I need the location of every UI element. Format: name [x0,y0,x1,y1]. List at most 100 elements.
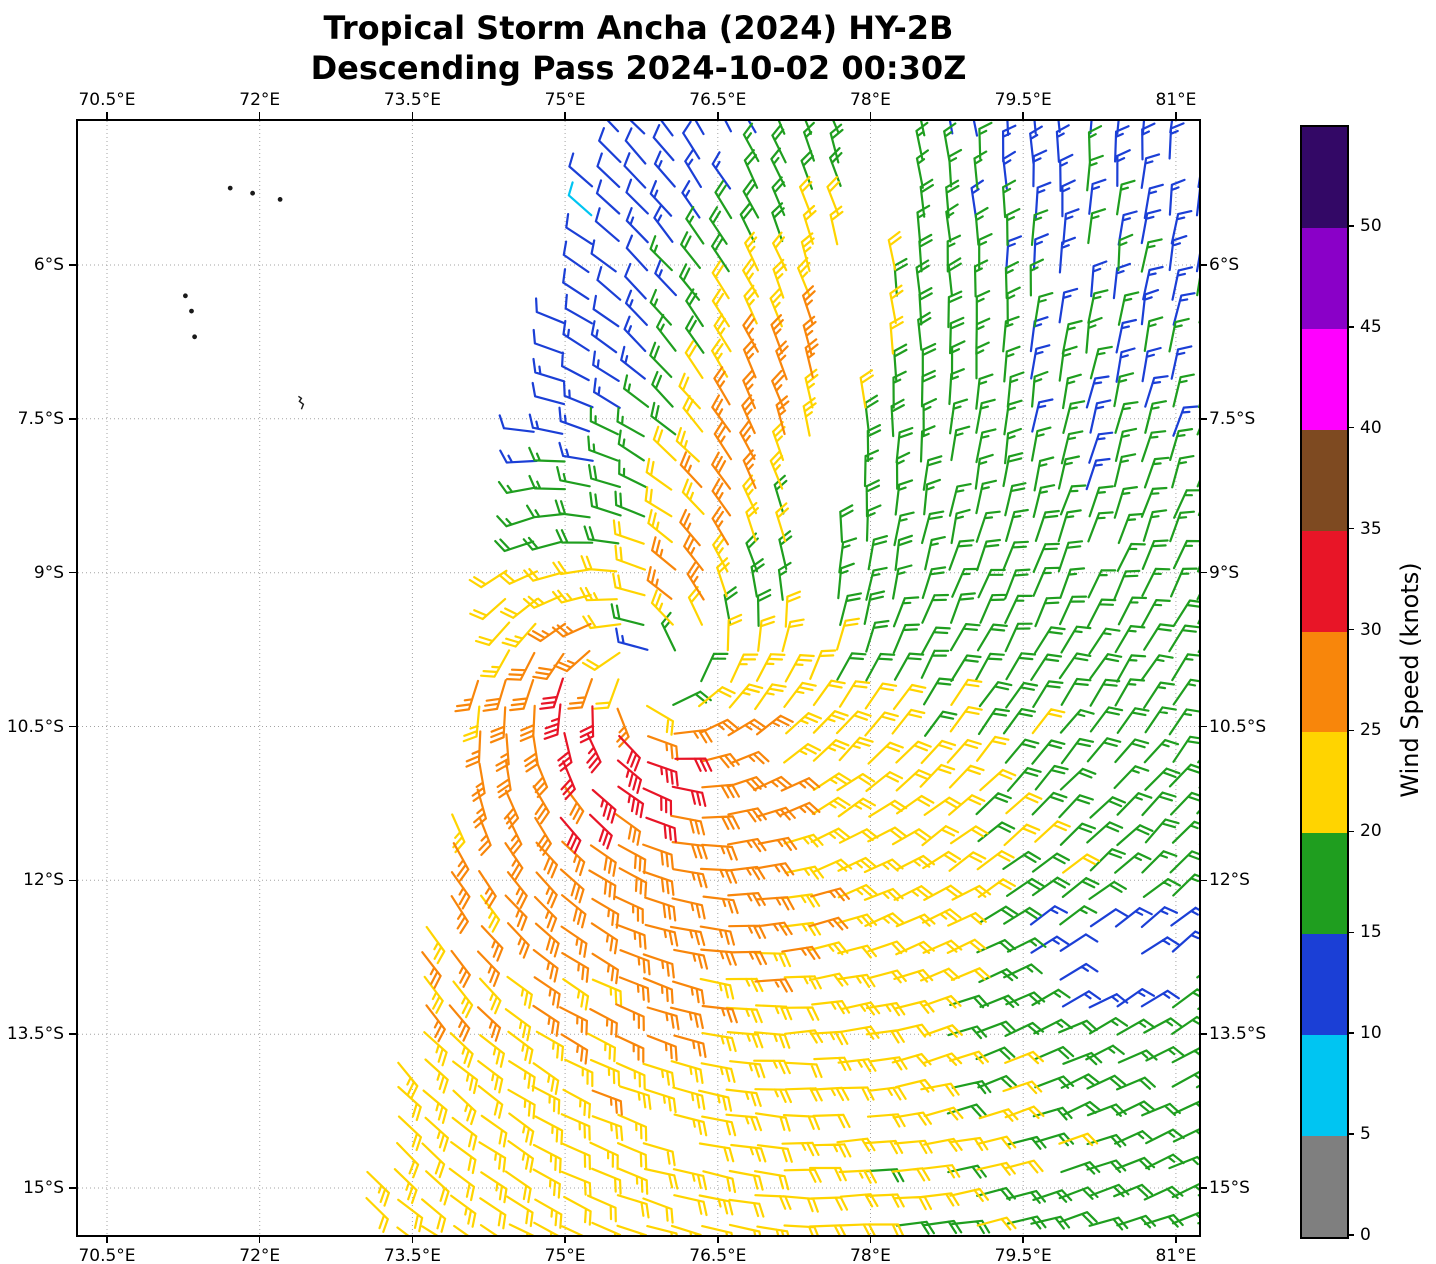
x-tick-bottom [411,1235,414,1243]
x-tick-label-top: 72°E [239,90,281,110]
y-tick-label-right: 6°S [1209,254,1240,275]
colorbar-band-25-30 [1302,631,1347,733]
chart-title-line1: Tropical Storm Ancha (2024) HY-2B [323,9,954,47]
wind-barb-canvas [78,121,1199,1235]
x-tick-top [564,112,566,120]
x-tick-label-bottom: 70.5°E [78,1246,136,1264]
colorbar-tick [1347,1032,1354,1034]
y-tick-label-right: 7.5°S [1209,408,1256,429]
x-tick-label-bottom: 73.5°E [383,1246,441,1264]
colorbar-tick-label: 35 [1360,518,1382,539]
wind-barbs-band-6 [539,677,713,854]
x-tick-label-top: 70.5°E [78,90,136,110]
x-tick-top [1175,112,1177,120]
x-tick-top [258,112,261,120]
wind-barbs-band-2 [498,121,1199,1009]
colorbar-tick-label: 40 [1360,417,1382,438]
colorbar-band-40-45 [1302,328,1347,430]
x-tick-bottom [869,1235,872,1243]
colorbar-axis-label: Wind Speed (knots) [1396,562,1424,798]
colorbar-band-35-40 [1302,429,1347,531]
y-tick-right [1199,879,1207,882]
x-tick-bottom [564,1235,566,1243]
y-tick-label-left: 6°S [33,254,64,275]
x-tick-top [106,112,108,120]
wind-barbs-band-3 [494,121,1199,1235]
colorbar-tick [1347,426,1354,429]
colorbar-tick-label: 30 [1360,619,1382,640]
y-tick-left [69,418,77,420]
colorbar-band-10-15 [1302,933,1347,1036]
y-tick-right [1199,1033,1207,1035]
wind-barbs-band-1 [567,181,593,217]
x-tick-label-bottom: 72°E [239,1246,281,1264]
colorbar-band-5-10 [1302,1034,1347,1137]
x-tick-bottom [717,1235,719,1243]
y-tick-label-right: 15°S [1209,1178,1250,1199]
x-tick-label-bottom: 79.5°E [994,1246,1052,1264]
colorbar-tick-label: 25 [1360,720,1382,741]
colorbar-band-0-5 [1302,1135,1347,1237]
colorbar-band-50-55 [1302,126,1347,228]
wind-barbs-band-5 [421,285,850,1116]
y-tick-right [1199,418,1207,420]
x-tick-bottom [258,1235,261,1243]
x-tick-top [717,112,719,120]
colorbar-band-30-35 [1302,530,1347,632]
y-tick-label-left: 10.5°S [6,716,64,737]
y-tick-label-left: 9°S [33,562,64,583]
y-tick-label-right: 13.5°S [1209,1024,1267,1045]
y-tick-label-left: 13.5°S [6,1024,64,1045]
chart-title: Tropical Storm Ancha (2024) HY-2B Descen… [78,8,1199,88]
x-tick-top [1022,112,1024,120]
y-tick-label-right: 12°S [1209,870,1250,891]
x-tick-top [869,112,872,120]
island-marks [183,185,305,410]
x-tick-label-top: 76.5°E [689,90,747,110]
colorbar-tick [1347,527,1354,530]
y-tick-left [69,264,77,266]
x-tick-top [411,112,414,120]
colorbar-tick [1347,1133,1354,1135]
x-tick-label-bottom: 75°E [544,1246,586,1264]
y-tick-left [69,1033,77,1035]
colorbar [1300,125,1349,1239]
y-tick-label-right: 10.5°S [1209,716,1267,737]
x-tick-bottom [1175,1235,1177,1243]
colorbar-band-45-50 [1302,227,1347,329]
colorbar-tick [1347,931,1354,934]
x-tick-bottom [106,1235,108,1243]
colorbar-tick-label: 15 [1360,922,1382,943]
colorbar-tick-label: 50 [1360,215,1382,236]
colorbar-tick-label: 0 [1360,1225,1371,1245]
x-tick-label-top: 78°E [850,90,891,110]
chart-title-line2: Descending Pass 2024-10-02 00:30Z [310,49,967,87]
colorbar-tick-label: 5 [1360,1124,1371,1145]
y-tick-left [69,571,77,574]
colorbar-tick [1347,830,1354,833]
x-tick-label-bottom: 78°E [850,1246,891,1264]
y-tick-label-left: 7.5°S [17,408,64,429]
colorbar-band-20-25 [1302,731,1347,834]
x-tick-bottom [1022,1235,1024,1243]
colorbar-tick [1347,225,1354,227]
y-tick-label-left: 15°S [23,1178,64,1199]
y-tick-label-right: 9°S [1209,562,1240,583]
x-tick-label-top: 79.5°E [994,90,1052,110]
colorbar-band-15-20 [1302,832,1347,935]
x-tick-label-top: 73.5°E [383,90,441,110]
colorbar-tick-label: 20 [1360,821,1382,842]
x-tick-label-bottom: 81°E [1155,1246,1197,1264]
x-tick-label-bottom: 76.5°E [689,1246,747,1264]
y-tick-right [1199,264,1207,266]
y-tick-right [1199,725,1207,728]
map-plot-area [76,119,1201,1237]
x-tick-label-top: 81°E [1155,90,1197,110]
y-tick-right [1199,571,1207,574]
y-tick-right [1199,1187,1207,1189]
wind-barbs-band-4 [365,176,1101,1235]
y-tick-label-left: 12°S [23,870,64,891]
colorbar-tick-label: 10 [1360,1023,1382,1044]
colorbar-tick [1347,1234,1354,1236]
